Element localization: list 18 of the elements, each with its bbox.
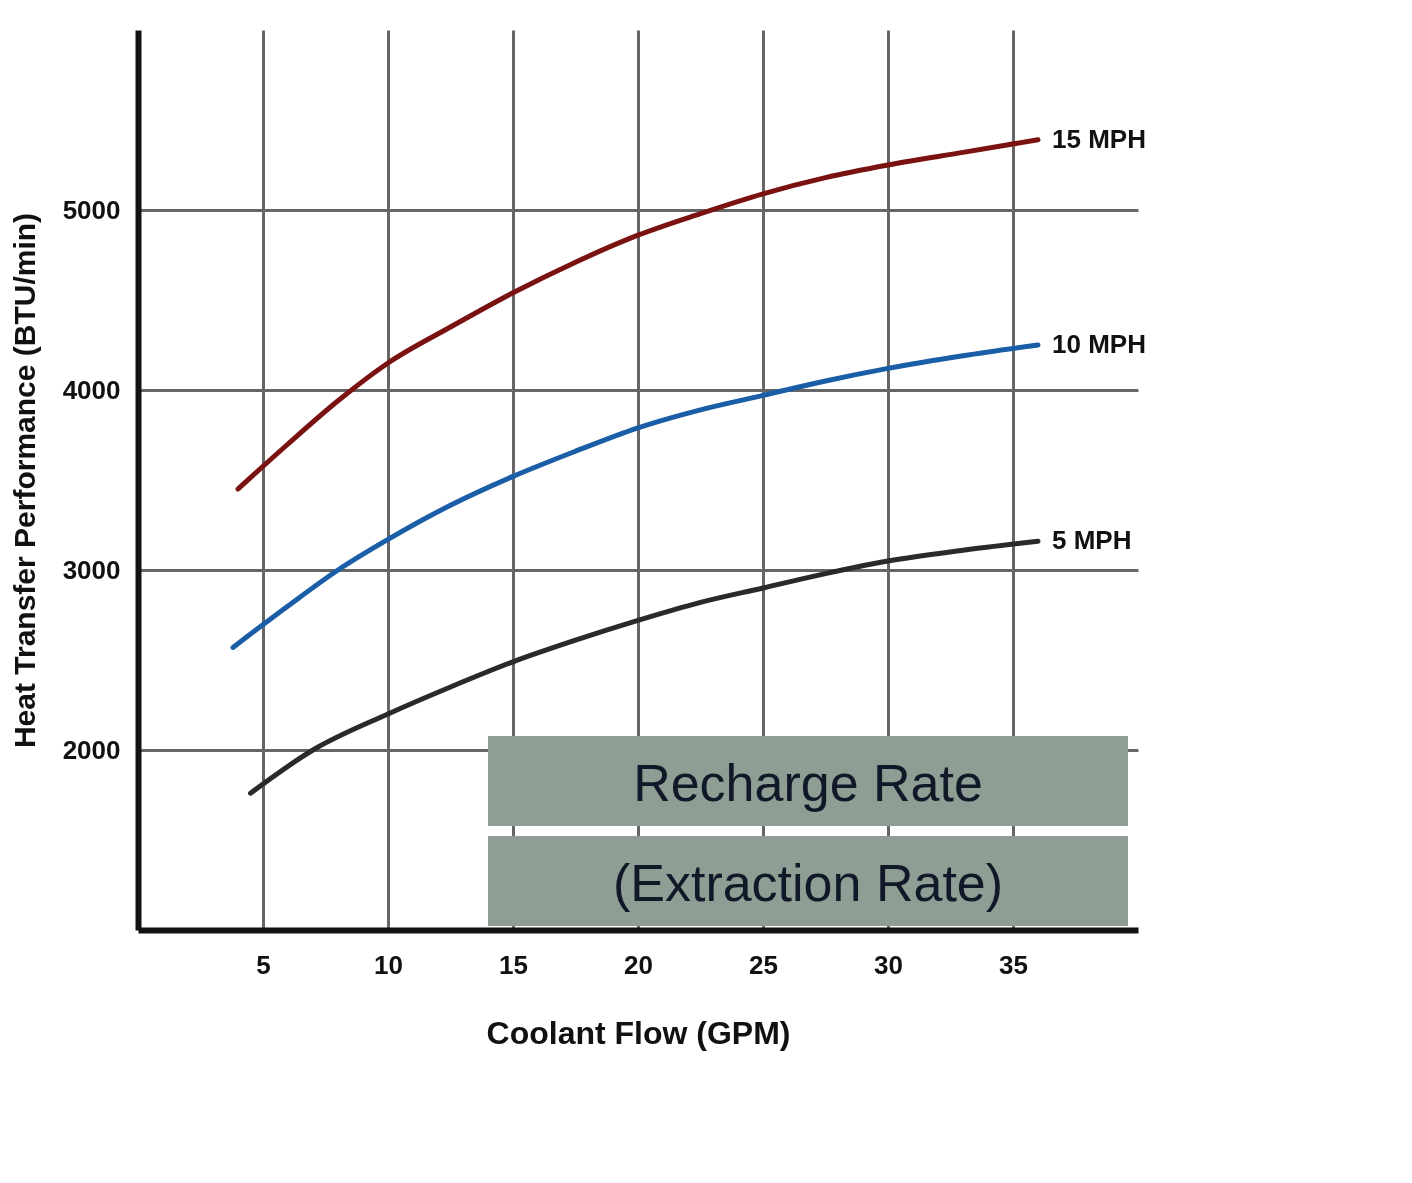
- series-label: 10 MPH: [1052, 329, 1146, 359]
- x-tick-label: 30: [874, 949, 903, 980]
- annotation: Recharge Rate: [633, 754, 983, 812]
- x-axis-title: Coolant Flow (GPM): [486, 1014, 791, 1051]
- y-tick-label: 5000: [62, 194, 121, 225]
- y-axis-title: Heat Transfer Performance (BTU/min): [7, 212, 41, 749]
- x-tick-label: 25: [749, 949, 778, 980]
- x-tick-label: 5: [256, 949, 271, 980]
- y-tick-label: 3000: [62, 554, 121, 585]
- x-tick-label: 35: [999, 949, 1028, 980]
- x-tick-label: 10: [374, 949, 403, 980]
- series-label: 5 MPH: [1052, 525, 1132, 556]
- y-tick-label: 4000: [62, 374, 121, 405]
- annotation: (Extraction Rate): [612, 854, 1004, 912]
- series-label: 15 MPH: [1052, 123, 1146, 154]
- x-tick-label: 20: [624, 949, 653, 980]
- x-tick-label: 15: [499, 949, 528, 980]
- y-tick-label: 2000: [62, 734, 121, 765]
